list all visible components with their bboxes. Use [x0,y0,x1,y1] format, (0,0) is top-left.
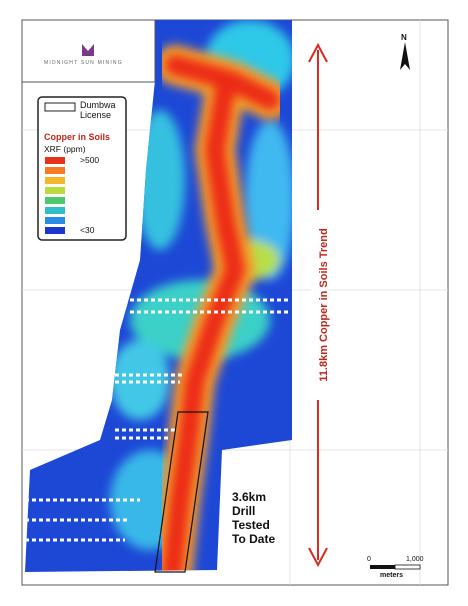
legend-swatches [45,157,65,234]
license-label: Dumbwa License [80,100,116,120]
legend-box [37,96,127,241]
scale-label: 1,000 [406,556,424,563]
trend-label-bg [311,210,325,400]
legend-subtitle: XRF (ppm) [44,144,86,154]
north-arrow [400,42,410,70]
north-label: N [401,33,407,42]
license-swatch [44,102,76,112]
legend-max: >500 [80,155,100,165]
legend-title: Copper in Soils [44,132,111,142]
scale-bar [370,564,421,570]
drill-label: 3.6km Drill Tested To Date [232,490,276,546]
trend-label: 11.8km Copper in Soils Trend [318,228,330,382]
legend-min: <30 [80,225,95,235]
logo-text: MIDNIGHT SUN MINING [44,60,123,66]
scale-unit: meters [380,572,403,579]
scale-label: 0 [367,556,371,563]
drill-outline [154,411,209,573]
logo-mark [82,44,94,56]
